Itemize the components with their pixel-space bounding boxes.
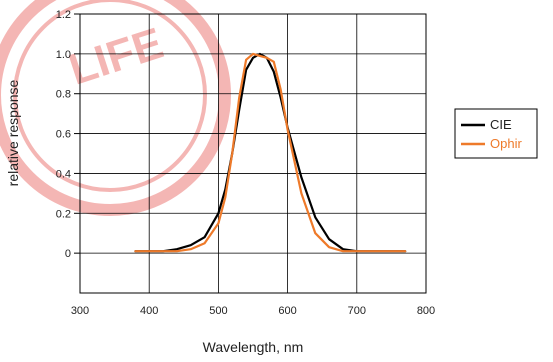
y-tick-label: 1.0 bbox=[56, 49, 71, 61]
x-tick-label: 300 bbox=[71, 305, 89, 317]
legend-box bbox=[454, 108, 538, 159]
y-tick-label: 0 bbox=[65, 248, 71, 260]
legend: CIE Ophir bbox=[454, 108, 538, 159]
plot-area bbox=[79, 13, 427, 294]
y-axis-ticks: 1.2 1.0 0.8 0.6 0.4 0.2 0 bbox=[56, 9, 80, 260]
y-tick-label: 0.2 bbox=[56, 208, 71, 220]
series-lines bbox=[134, 52, 407, 253]
x-axis-label: Wavelength, nm bbox=[203, 339, 304, 355]
x-tick-label: 800 bbox=[417, 305, 435, 317]
series-line-cie bbox=[134, 52, 407, 253]
y-tick-label: 0.8 bbox=[56, 89, 71, 101]
legend-label-cie: CIE bbox=[490, 117, 512, 132]
y-tick-label: 1.2 bbox=[56, 9, 71, 21]
x-axis-ticks: 300 400 500 600 700 800 bbox=[71, 305, 435, 317]
x-tick-label: 500 bbox=[209, 305, 227, 317]
x-tick-label: 700 bbox=[348, 305, 366, 317]
y-axis-label: relative response bbox=[5, 79, 21, 186]
watermark-text: LIFE bbox=[63, 19, 169, 95]
series-line-ophir bbox=[134, 52, 407, 253]
y-tick-label: 0.4 bbox=[56, 168, 71, 180]
y-tick-label: 0.6 bbox=[56, 129, 71, 141]
gridlines bbox=[80, 13, 426, 293]
legend-label-ophir: Ophir bbox=[490, 136, 522, 151]
x-tick-label: 400 bbox=[140, 305, 158, 317]
watermark-ring bbox=[0, 0, 231, 216]
watermark-ring-inner bbox=[13, 0, 207, 192]
x-tick-label: 600 bbox=[278, 305, 296, 317]
watermark-stamp: LIFE bbox=[0, 0, 231, 216]
